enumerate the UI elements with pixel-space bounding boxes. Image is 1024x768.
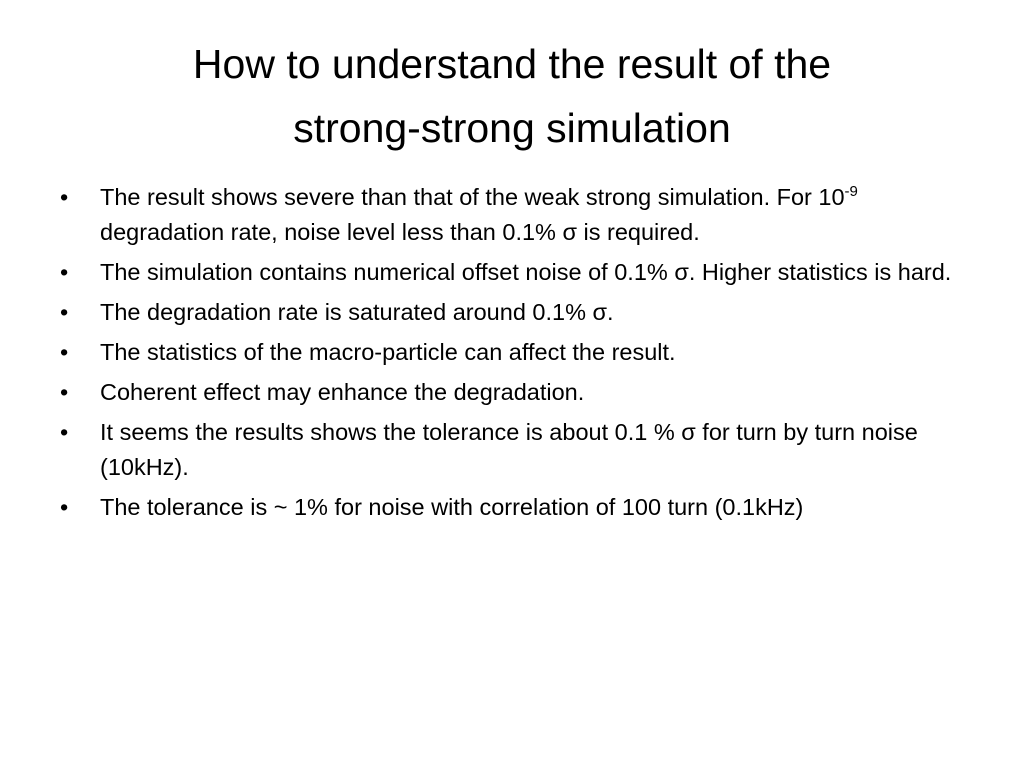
slide-title: How to understand the result of the stro… xyxy=(192,41,832,151)
bullet-item: The simulation contains numerical offset… xyxy=(60,255,960,290)
bullet-item: Coherent effect may enhance the degradat… xyxy=(60,375,960,410)
bullet-item: The result shows severe than that of the… xyxy=(60,180,960,250)
bullet-item: The degradation rate is saturated around… xyxy=(60,295,960,330)
bullet-item: The tolerance is ~ 1% for noise with cor… xyxy=(60,490,960,525)
bullet-text: degradation rate, noise level less than … xyxy=(100,219,700,245)
bullet-text: The result shows severe than that of the… xyxy=(100,184,845,210)
bullet-item: The statistics of the macro-particle can… xyxy=(60,335,960,370)
superscript: -9 xyxy=(844,183,858,201)
bullet-list: The result shows severe than that of the… xyxy=(60,180,960,530)
bullet-item: It seems the results shows the tolerance… xyxy=(60,415,960,485)
